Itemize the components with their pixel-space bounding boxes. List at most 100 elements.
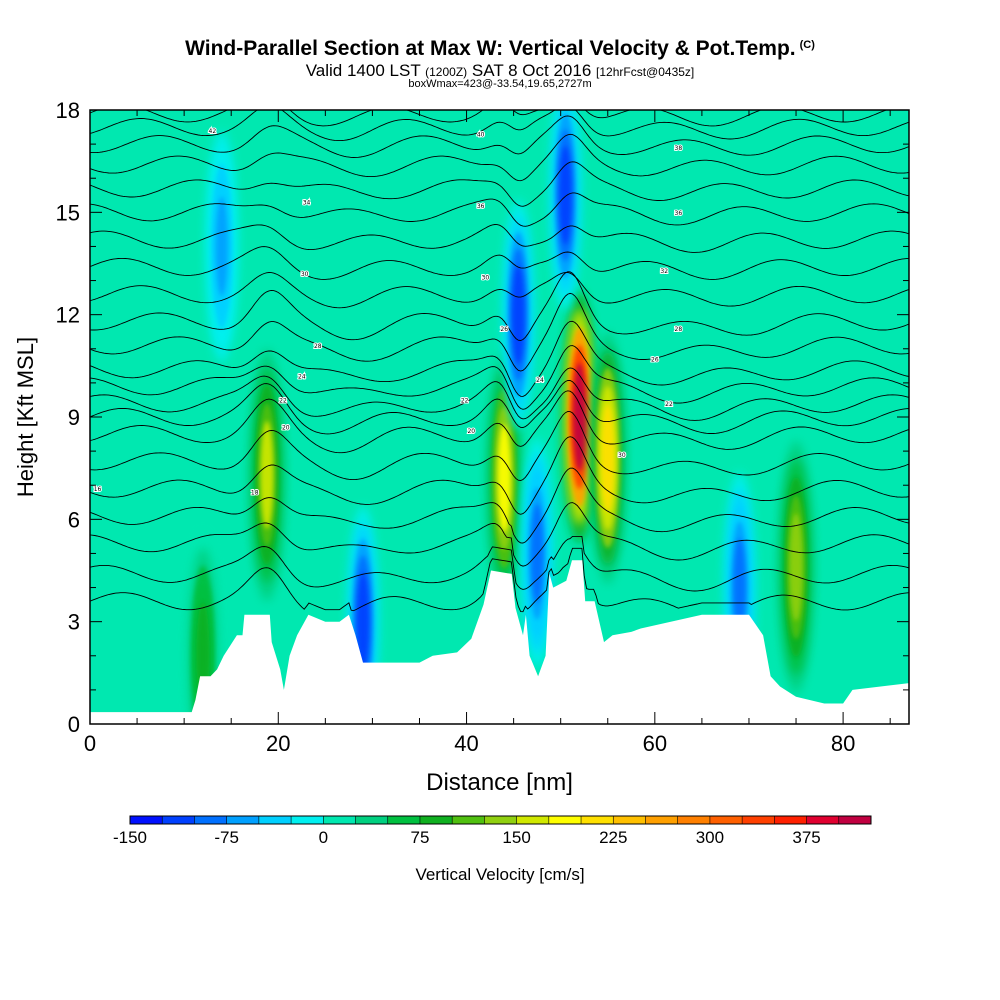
- colorbar-swatch-9: [387, 816, 421, 824]
- theta-label-text-11: 22: [461, 397, 469, 404]
- updraft-core-4: [249, 348, 285, 601]
- theta-label-text-19: 26: [651, 357, 659, 364]
- colorbar-swatch-17: [645, 816, 678, 824]
- updraft-core-1-band-5: [573, 363, 587, 471]
- theta-label-6: 28: [313, 342, 323, 351]
- theta-contour-22: [90, 436, 909, 515]
- theta-label-10: 20: [466, 427, 476, 436]
- theta-contour-18: [90, 502, 909, 567]
- colorbar-tick-label--75: -75: [214, 828, 239, 847]
- theta-label-text-20: 28: [675, 326, 683, 333]
- colorbar-swatch-8: [355, 816, 389, 824]
- x-tick-label-80: 80: [831, 731, 855, 756]
- theta-label-text-14: 36: [477, 203, 485, 210]
- updraft-core-1: [561, 291, 598, 543]
- colorbar-swatch-13: [516, 816, 550, 824]
- theta-label-19: 26: [650, 356, 660, 365]
- y-tick-label-12: 12: [56, 303, 80, 328]
- theta-label-5: 24: [297, 373, 307, 382]
- y-axis-label: Height [Kft MSL]: [13, 337, 38, 497]
- theta-contour-30: [90, 367, 909, 421]
- theta-label-text-17: 30: [618, 452, 626, 459]
- theta-contour-42: [90, 246, 909, 280]
- theta-label-text-1: 16: [94, 486, 102, 493]
- theta-label-23: 38: [674, 144, 684, 153]
- colorbar-swatch-5: [258, 816, 292, 824]
- downdraft-core-3-band-5: [357, 572, 369, 672]
- colorbar-swatch-15: [581, 816, 614, 824]
- y-tick-label-18: 18: [56, 98, 80, 123]
- theta-label-text-7: 30: [301, 271, 309, 278]
- theta-label-9: 42: [208, 127, 218, 136]
- updraft-core-5-band-5: [789, 513, 803, 622]
- x-tick-label-20: 20: [266, 731, 290, 756]
- y-tick-label-15: 15: [56, 200, 80, 225]
- colorbar-tick-label-150: 150: [502, 828, 530, 847]
- theta-label-4: 20: [281, 424, 291, 433]
- theta-label-2: 18: [250, 489, 260, 498]
- theta-contour-26: [90, 390, 909, 454]
- downdraft-core-6: [206, 130, 238, 362]
- theta-label-text-10: 20: [467, 428, 475, 435]
- colorbar-swatch-23: [838, 816, 872, 824]
- colorbar-swatch-19: [709, 816, 743, 824]
- theta-label-text-9: 42: [209, 128, 217, 135]
- colorbar-swatch-11: [452, 816, 485, 824]
- y-tick-label-6: 6: [68, 507, 80, 532]
- colorbar-swatch-4: [226, 816, 260, 824]
- theta-label-text-4: 20: [282, 425, 290, 432]
- theta-label-12: 26: [499, 325, 509, 334]
- theta-label-text-23: 38: [675, 145, 683, 152]
- theta-contour-34: [90, 320, 909, 397]
- theta-label-text-5: 24: [298, 374, 306, 381]
- theta-label-14: 36: [476, 202, 486, 211]
- downdraft-core-6-band-5: [215, 196, 228, 296]
- updraft-core-5: [778, 441, 814, 694]
- theta-contour-48: [90, 161, 909, 207]
- theta-label-text-16: 24: [536, 377, 544, 384]
- theta-label-22: 36: [674, 209, 684, 218]
- y-tick-label-3: 3: [68, 610, 80, 635]
- colorbar: -150 -75 0 75 150 225 300 375 Vertical Velocity …: [113, 815, 872, 884]
- theta-label-text-15: 40: [477, 131, 485, 138]
- downdraft-core-2: [549, 110, 581, 311]
- theta-label-13: 30: [481, 274, 491, 283]
- colorbar-swatch-6: [291, 816, 324, 824]
- theta-contour-28: [90, 380, 909, 435]
- theta-label-text-3: 22: [279, 397, 287, 404]
- theta-label-21: 32: [659, 267, 669, 276]
- theta-label-11: 22: [460, 396, 470, 405]
- colorbar-swatch-20: [742, 816, 775, 824]
- theta-label-text-18: 22: [665, 401, 673, 408]
- theta-label-3: 22: [278, 396, 288, 405]
- terrain-mask: [90, 560, 909, 726]
- theta-contour-44: [90, 224, 909, 253]
- box-wmax-info: boxWmax=423@-33.54,19.65,2727m: [408, 78, 592, 90]
- theta-label-18: 22: [664, 400, 674, 409]
- y-tick-label-0: 0: [68, 712, 80, 737]
- updraft-core-2-band-5: [601, 403, 615, 512]
- colorbar-swatch-10: [419, 816, 453, 824]
- chart-title: Wind-Parallel Section at Max W: Vertical…: [185, 37, 815, 60]
- updraft-core-2: [590, 331, 626, 584]
- colorbar-frame: [129, 815, 872, 825]
- theta-label-15: 40: [476, 130, 486, 139]
- downdraft-core-5-band-5: [733, 538, 746, 638]
- updraft-core-4-band-5: [260, 420, 274, 529]
- theta-contour-32: [90, 345, 909, 410]
- theta-contour-50: [90, 133, 909, 182]
- theta-label-text-8: 34: [303, 200, 311, 207]
- theta-label-text-22: 36: [675, 210, 683, 217]
- colorbar-label: Vertical Velocity [cm/s]: [415, 865, 584, 884]
- x-tick-label-40: 40: [454, 731, 478, 756]
- theta-contour-14: [90, 547, 909, 613]
- downdraft-core-1: [502, 199, 534, 431]
- x-tick-label-0: 0: [84, 731, 96, 756]
- theta-contour-20: [90, 467, 909, 544]
- theta-label-20: 28: [674, 325, 684, 334]
- x-tick-label-60: 60: [643, 731, 667, 756]
- x-axis-label: Distance [nm]: [426, 769, 573, 796]
- theta-label-16: 24: [535, 376, 545, 385]
